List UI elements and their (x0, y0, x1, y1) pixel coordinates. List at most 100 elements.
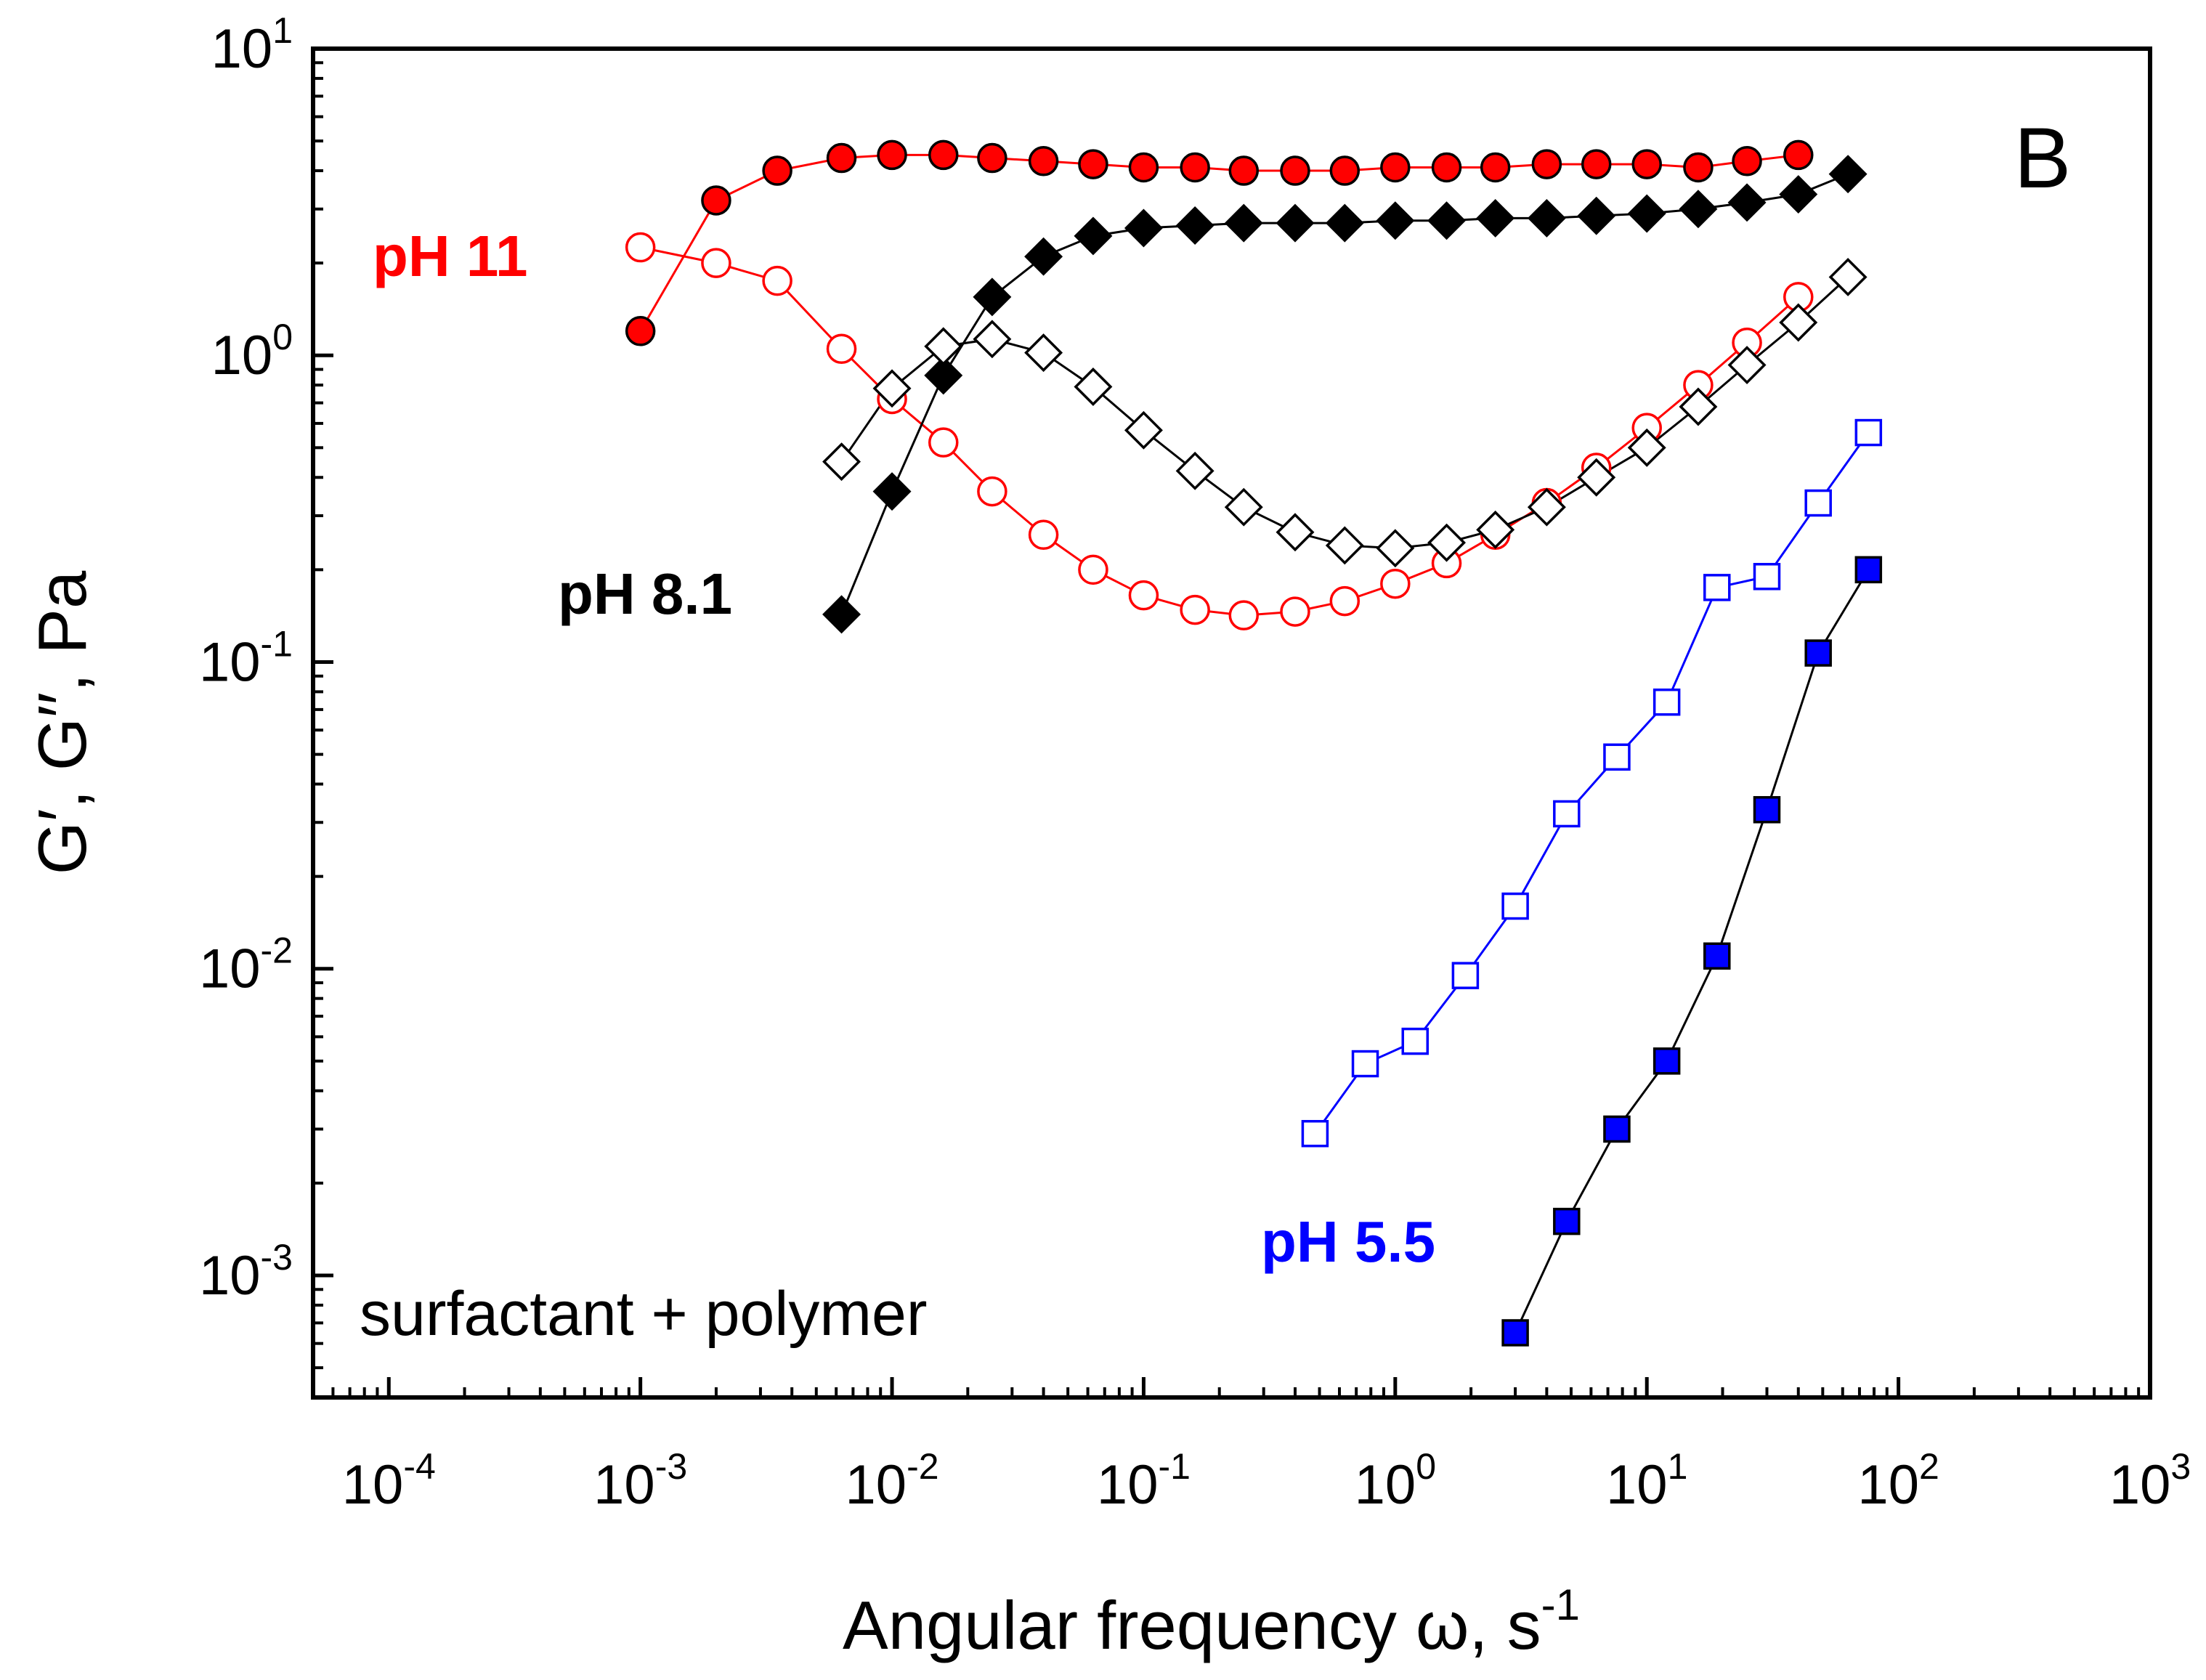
data-point (1577, 196, 1616, 235)
data-point (1431, 152, 1462, 183)
group-label-ph55: pH 5.5 (1261, 1209, 1435, 1274)
data-point (1380, 152, 1411, 183)
data-point (973, 320, 1012, 359)
data-point (1427, 523, 1467, 562)
data-point (822, 442, 861, 482)
data-point (701, 248, 731, 278)
data-point (1301, 1119, 1329, 1148)
x-axis-label: Angular frequency ω, s-1 (843, 1580, 1580, 1663)
data-point (1276, 203, 1315, 243)
data-point (1501, 892, 1529, 920)
group-label-ph11: pH 11 (373, 224, 527, 288)
data-point (1531, 149, 1562, 179)
series-line-ph-11-g (639, 153, 1799, 332)
data-point (1451, 962, 1480, 989)
data-point (1028, 146, 1059, 176)
data-point (1631, 149, 1662, 179)
data-point (924, 327, 963, 366)
data-point (1727, 183, 1767, 222)
x-tick-label: 10-4 (342, 1446, 436, 1516)
series-markers-ph-8-1-g (822, 257, 1868, 568)
data-point (1224, 487, 1263, 527)
data-point (1653, 1047, 1681, 1075)
data-point (1603, 1115, 1631, 1143)
data-point (1175, 451, 1214, 490)
data-point (1753, 796, 1781, 824)
x-tick-label: 10-3 (593, 1446, 687, 1516)
series-markers (625, 139, 1883, 1347)
data-point (1376, 529, 1415, 568)
panel-letter: B (2014, 110, 2072, 206)
data-point (1627, 194, 1666, 233)
x-tick-labels: 10-4 10-3 10-2 10-1 100 101 102 103 (342, 1446, 2191, 1516)
data-point (1380, 568, 1411, 599)
data-point (928, 139, 959, 171)
data-point (1683, 152, 1714, 183)
x-tick-label: 100 (1355, 1446, 1436, 1516)
y-tick-label: 10-1 (199, 623, 293, 693)
minor-ticks (312, 61, 2141, 1399)
plot-frame (311, 46, 2152, 1400)
data-point (1024, 237, 1063, 276)
data-point (1703, 942, 1731, 970)
data-point (977, 142, 1007, 174)
series-markers-ph-8-1-g (822, 155, 1868, 634)
data-point (1703, 574, 1731, 601)
group-label-ph81: pH 8.1 (558, 561, 732, 626)
y-tick-label: 100 (211, 317, 293, 386)
data-point (625, 232, 656, 263)
data-point (1779, 175, 1818, 214)
data-point (1078, 149, 1108, 179)
data-point (822, 595, 861, 634)
data-point (1732, 146, 1762, 176)
data-point (1280, 155, 1310, 186)
data-point (1028, 519, 1059, 551)
data-point (1325, 203, 1364, 243)
data-point (1679, 190, 1718, 229)
data-point (1128, 152, 1159, 183)
data-point (1603, 743, 1631, 771)
data-point (625, 316, 656, 346)
series-markers-ph-11-g (625, 232, 1814, 630)
y-axis-label: G′, G′′, Pa (24, 570, 100, 875)
data-point (977, 476, 1007, 507)
y-tick-label: 10-2 (199, 930, 293, 1000)
data-point (928, 427, 959, 458)
y-tick-label: 101 (211, 10, 293, 80)
series-markers-ph-5-5-g (1301, 418, 1883, 1148)
data-point (1074, 367, 1113, 406)
data-point (826, 142, 857, 174)
data-point (1124, 410, 1163, 450)
data-point (1427, 201, 1467, 240)
data-point (1627, 428, 1666, 467)
data-point (1581, 149, 1612, 179)
data-point (1854, 418, 1883, 447)
data-point (1329, 585, 1360, 617)
data-point (1325, 526, 1364, 565)
x-axis-label-main: Angular frequency ω, s (843, 1587, 1541, 1663)
data-point (1376, 201, 1415, 240)
data-point (1401, 1027, 1430, 1055)
data-point (1828, 155, 1868, 194)
data-point (1727, 346, 1767, 385)
data-point (1783, 139, 1814, 171)
data-point (1228, 155, 1260, 186)
data-point (1224, 203, 1263, 243)
data-point (1276, 513, 1315, 552)
data-point (924, 356, 963, 395)
data-point (1779, 303, 1818, 342)
y-tick-label: 10-3 (199, 1237, 293, 1307)
data-point (872, 369, 912, 408)
data-point (1180, 594, 1210, 625)
x-tick-label: 102 (1857, 1446, 1939, 1516)
data-point (872, 472, 912, 511)
major-ticks (313, 46, 2152, 1397)
x-tick-label: 10-2 (846, 1446, 939, 1516)
data-point (1828, 257, 1868, 296)
data-point (973, 277, 1012, 317)
data-point (1351, 1050, 1379, 1078)
series-markers-ph-5-5-g (1501, 556, 1883, 1347)
data-point (762, 155, 792, 186)
data-point (1804, 639, 1832, 667)
